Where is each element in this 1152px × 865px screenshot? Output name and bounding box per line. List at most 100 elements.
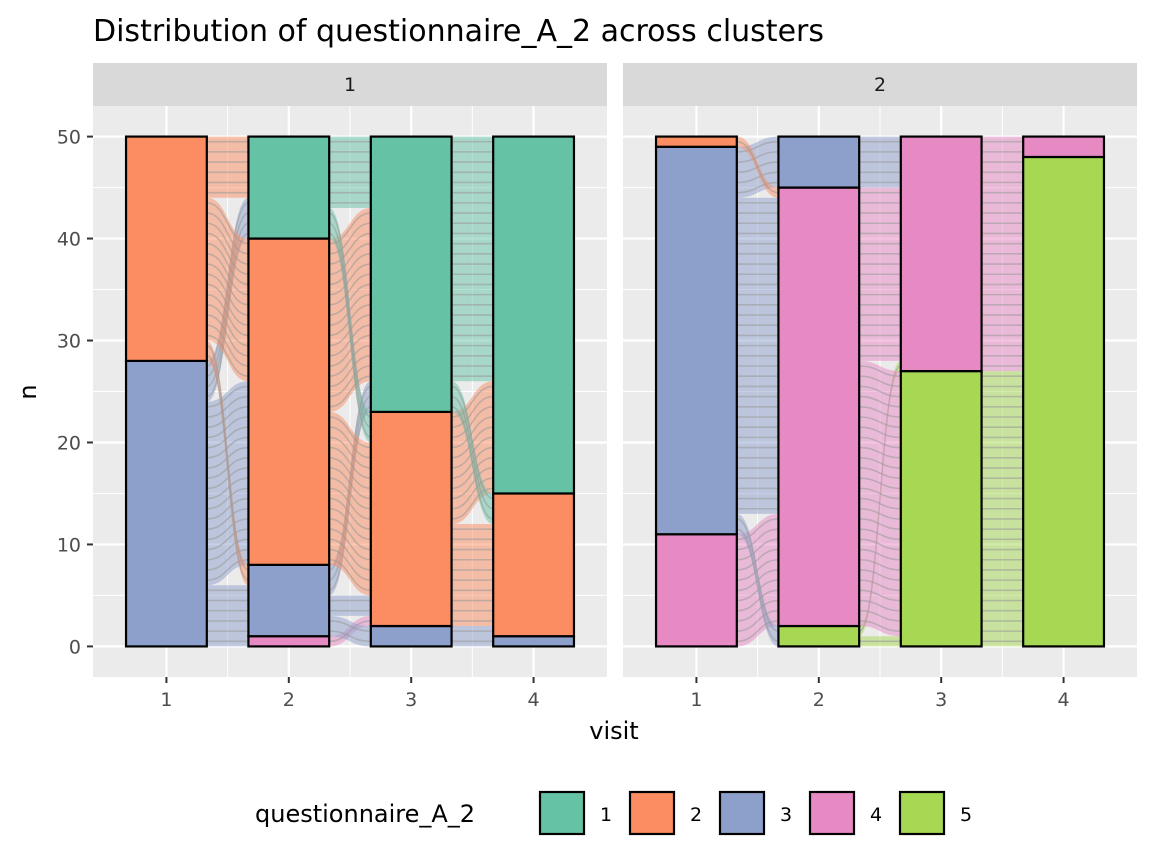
flow-strand — [206, 212, 249, 255]
flow-strand — [206, 242, 249, 286]
flow-strand — [206, 334, 249, 378]
x-axis-label: visit — [589, 717, 638, 745]
flow-strand — [451, 456, 494, 490]
flow-strand — [736, 538, 779, 561]
flow-strand — [206, 304, 249, 347]
flow-strand — [206, 385, 249, 408]
flow-strand — [329, 456, 371, 490]
flow-strand — [329, 467, 371, 500]
flows — [206, 136, 494, 647]
flow-strand — [206, 405, 249, 428]
flows — [736, 136, 1024, 647]
x-tick-label: 4 — [528, 689, 540, 711]
stratum-bar-2 — [369, 410, 453, 628]
flow-strand — [451, 385, 494, 500]
flow-strand — [859, 579, 901, 592]
flow-strand — [329, 242, 371, 276]
y-tick-label: 10 — [57, 534, 81, 556]
x-tick-label: 2 — [813, 689, 825, 711]
legend-swatch — [628, 790, 676, 836]
flow-band — [451, 136, 494, 382]
flow-strand — [859, 518, 901, 530]
legend-item-5: 5 — [898, 790, 972, 836]
strata — [654, 135, 1106, 648]
flow-strand — [736, 528, 779, 643]
flow-strand — [329, 518, 371, 551]
flow-strand — [736, 140, 779, 153]
flow-strand — [328, 212, 372, 418]
x-tick-label: 1 — [160, 689, 172, 711]
legend-swatch — [898, 790, 946, 836]
stratum-bar-1 — [492, 135, 576, 495]
flow-strand — [329, 538, 371, 571]
facet-strip — [93, 63, 607, 106]
flow-strand — [736, 599, 779, 622]
flow-strand — [859, 467, 901, 479]
flow-strand — [206, 548, 249, 571]
flow-strand — [329, 232, 371, 265]
flow-strand — [859, 365, 901, 378]
flow-band — [329, 615, 371, 647]
flow-strand — [206, 314, 249, 357]
flow-strand — [329, 263, 371, 296]
flow-strand — [329, 630, 371, 643]
stratum-bar-1 — [369, 135, 453, 413]
flow-strand — [859, 558, 901, 571]
flow-strand — [206, 273, 249, 316]
flow-strand — [206, 416, 249, 439]
flow-strand — [451, 416, 494, 449]
flow-band — [736, 513, 779, 647]
flow-strand — [859, 548, 901, 561]
flow-strand — [206, 283, 249, 327]
flow-strand — [451, 405, 494, 520]
stratum-bar-4 — [1022, 135, 1106, 159]
stratum-bar-4 — [777, 186, 861, 628]
flow-strand — [451, 385, 494, 418]
flow-band — [981, 136, 1024, 157]
legend-label: 4 — [870, 804, 882, 826]
flow-strand — [736, 609, 779, 632]
flow-strand — [859, 528, 901, 541]
flow-strand — [451, 405, 494, 439]
y-tick-label: 50 — [57, 127, 81, 149]
stratum-bar-2 — [124, 135, 208, 363]
flow-band — [206, 197, 249, 382]
flow-strand — [206, 467, 249, 490]
stratum-bar-5 — [899, 370, 983, 648]
flow-strand — [859, 507, 901, 520]
flow-band — [329, 595, 371, 616]
x-tick-label: 2 — [283, 689, 295, 711]
flow-strand — [206, 222, 249, 265]
legend-title: questionnaire_A_2 — [255, 800, 475, 828]
flow-strand — [859, 538, 901, 551]
flow-strand — [736, 151, 779, 163]
x-tick-label: 4 — [1058, 689, 1070, 711]
flow-strand — [736, 140, 779, 194]
flow-strand — [329, 487, 371, 520]
flow-strand — [736, 181, 779, 194]
flow-strand — [206, 538, 249, 561]
flow-strand — [329, 436, 371, 469]
legend-label: 5 — [960, 804, 972, 826]
x-tick-label: 3 — [405, 689, 417, 711]
flow-strand — [206, 344, 249, 571]
x-tick-label: 3 — [935, 689, 947, 711]
flow-strand — [206, 518, 249, 541]
flow-strand — [329, 548, 371, 581]
legend-item-2: 2 — [628, 790, 702, 836]
flow-strand — [859, 497, 901, 510]
flow-strand — [859, 405, 901, 418]
flow-strand — [206, 528, 249, 551]
legend-swatch — [718, 790, 766, 836]
flow-strand — [451, 395, 494, 428]
flow-strand — [859, 487, 901, 500]
flow-strand — [329, 620, 371, 632]
flow-strand — [328, 232, 372, 439]
flow-strand — [736, 620, 779, 643]
flow-strand — [329, 416, 371, 449]
legend-item-4: 4 — [808, 790, 882, 836]
flow-strand — [329, 222, 371, 255]
flow-strand — [206, 253, 249, 296]
